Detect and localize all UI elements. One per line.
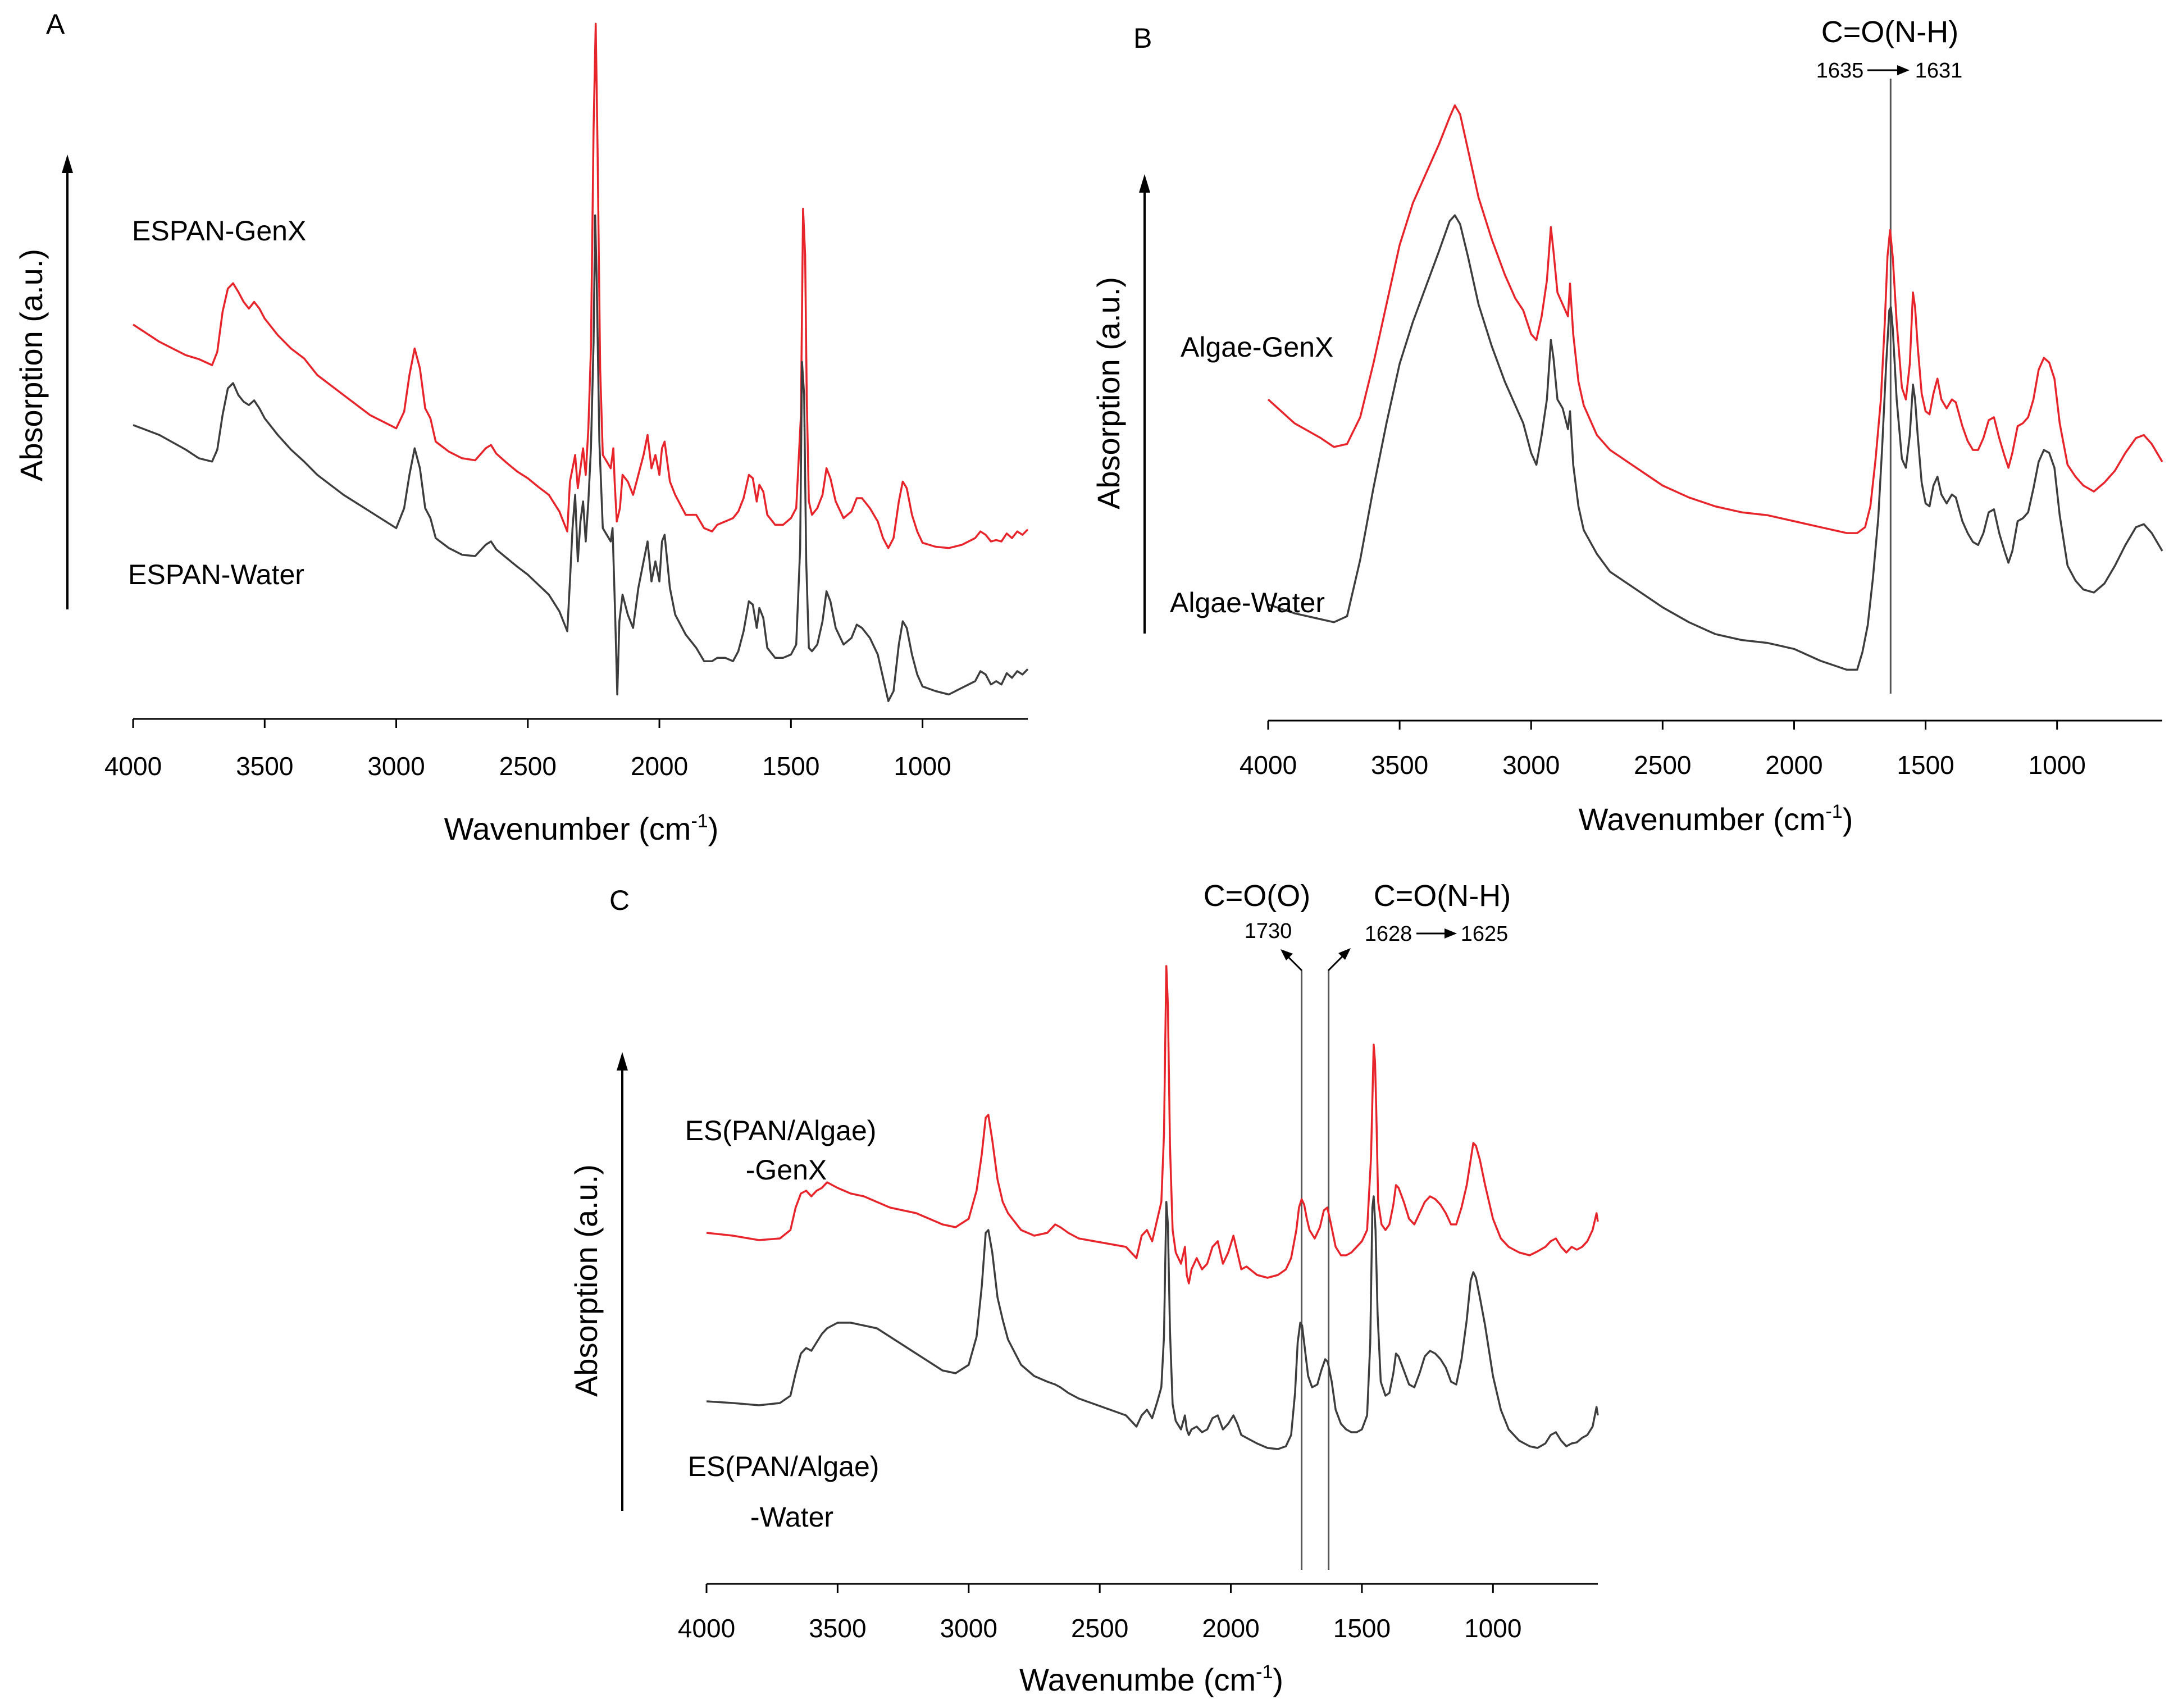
panel-c-label-genx-line1: ES(PAN/Algae): [685, 1115, 877, 1146]
panel-c-tick-label-4000: 4000: [678, 1614, 735, 1643]
panel-c-tick-label-2500: 2500: [1071, 1614, 1128, 1643]
panel-b-tick-label-4000: 4000: [1240, 750, 1297, 780]
panel-b-annotation-title: C=O(N-H): [1821, 15, 1958, 49]
panel-a-label-water: ESPAN-Water: [128, 559, 304, 590]
panel-c-tick-label-2000: 2000: [1202, 1614, 1259, 1643]
panel-c: C Absorption (a.u.) 4000 3500 3000 2500 2000…: [568, 879, 1599, 1697]
panel-b-series: [1267, 104, 2163, 671]
panel-c-tick-label-3000: 3000: [940, 1614, 997, 1643]
panel-a-ticks: 4000 3500 3000 2500 2000 1500 1000: [104, 719, 951, 781]
panel-a-y-label: Absorption (a.u.): [13, 249, 49, 481]
panel-a-tick-label-3000: 3000: [367, 751, 425, 781]
panel-a-label-genx: ESPAN-GenX: [132, 215, 306, 247]
panel-b-spectrum-water: [1268, 214, 2163, 671]
panel-c-annotation-right-from: 1628: [1365, 922, 1412, 946]
panel-c-label-water-line1: ES(PAN/Algae): [688, 1451, 880, 1482]
panel-a-tick-label-1500: 1500: [762, 751, 819, 781]
panel-a-tick-label-4000: 4000: [104, 751, 162, 781]
panel-c-y-arrowhead: [617, 1052, 628, 1071]
panel-c-annotation-right-arrowhead: [1445, 928, 1457, 939]
panel-b-y-label: Absorption (a.u.): [1091, 277, 1126, 509]
panel-c-tick-label-1500: 1500: [1333, 1614, 1391, 1643]
panel-a-series: [133, 22, 1029, 703]
panel-a-x-label: Wavenumber (cm-1): [444, 810, 719, 846]
panel-c-spectrum-genx: [706, 965, 1599, 1285]
panel-b-x-label: Wavenumber (cm-1): [1579, 801, 1853, 837]
panel-c-label-genx-line2: -GenX: [746, 1154, 827, 1186]
panel-b-annotation-arrowhead: [1897, 65, 1910, 75]
panel-c-label-water-line2: -Water: [750, 1501, 833, 1533]
panel-b-y-arrowhead: [1139, 174, 1150, 193]
panel-c-annotation-left-title: C=O(O): [1204, 879, 1311, 913]
panel-b-tick-label-2500: 2500: [1634, 750, 1691, 780]
panel-c-x-label: Wavenumbe (cm-1): [1019, 1661, 1283, 1697]
panel-b: B Absorption (a.u.) 4000 3500 3000 2500 2000…: [1091, 15, 2163, 837]
panel-b-tick-label-3500: 3500: [1371, 750, 1428, 780]
panel-a-tick-label-1000: 1000: [894, 751, 951, 781]
panel-a-tick-label-2500: 2500: [499, 751, 557, 781]
panel-c-letter: C: [609, 885, 630, 916]
panel-c-series: [706, 965, 1599, 1450]
panel-b-spectrum-genx: [1267, 104, 2163, 534]
panel-c-spectrum-water: [706, 1195, 1599, 1450]
panel-b-tick-label-3000: 3000: [1502, 750, 1560, 780]
panel-b-letter: B: [1133, 22, 1152, 54]
panel-c-annotation-left-value: 1730: [1245, 919, 1292, 943]
panel-c-y-label: Absorption (a.u.): [568, 1164, 604, 1397]
panel-a-y-arrowhead: [62, 154, 73, 173]
panel-b-annotation-from: 1635: [1816, 59, 1864, 83]
panel-b-ticks: 4000 3500 3000 2500 2000 1500 1000: [1240, 721, 2086, 780]
panel-c-tick-label-1000: 1000: [1464, 1614, 1521, 1643]
panel-c-tick-label-3500: 3500: [809, 1614, 866, 1643]
panel-b-tick-label-1000: 1000: [2029, 750, 2086, 780]
panel-c-left-pointer-head: [1281, 949, 1293, 960]
panel-b-label-water: Algae-Water: [1170, 587, 1325, 618]
panel-b-tick-label-2000: 2000: [1765, 750, 1822, 780]
panel-c-annotation-right-title: C=O(N-H): [1374, 879, 1511, 913]
panel-c-annotation-right-to: 1625: [1461, 922, 1509, 946]
panel-b-label-genx: Algae-GenX: [1181, 331, 1333, 363]
panel-b-annotation-to: 1631: [1915, 59, 1963, 83]
panel-b-tick-label-1500: 1500: [1897, 750, 1954, 780]
panel-a-spectrum-genx: [133, 22, 1029, 549]
panel-c-right-pointer-head: [1338, 948, 1351, 960]
panel-a-tick-label-3500: 3500: [236, 751, 293, 781]
panel-c-ticks: 4000 3500 3000 2500 2000 1500 1000: [678, 1584, 1521, 1643]
panel-a-tick-label-2000: 2000: [631, 751, 688, 781]
panel-a: A Absorption (a.u.) 4000 3500 3000 2500 2000…: [13, 8, 1029, 846]
panel-a-spectrum-water: [133, 214, 1029, 703]
panel-c-guide-lines: [1301, 971, 1330, 1570]
panel-a-letter: A: [46, 8, 65, 40]
